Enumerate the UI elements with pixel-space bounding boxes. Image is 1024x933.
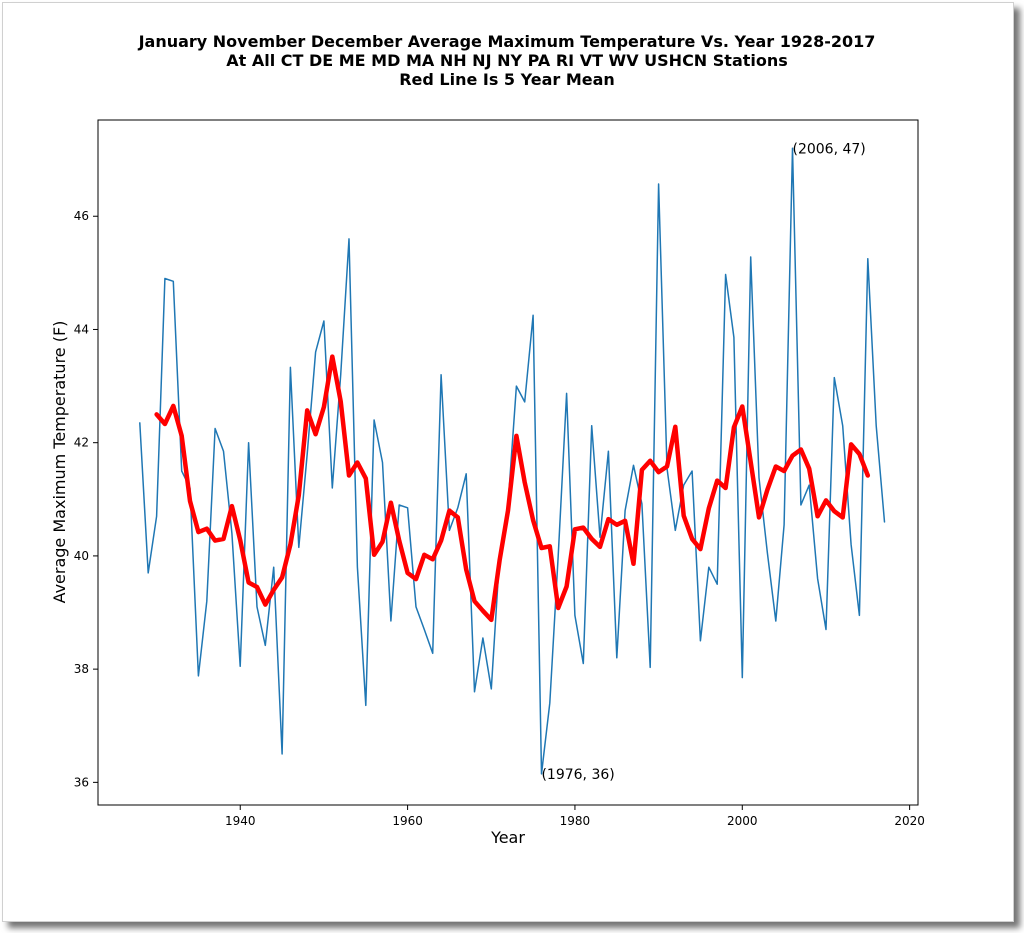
annotation-max: (2006, 47) [792,141,865,157]
annotation-min: (1976, 36) [541,767,614,783]
title-line-1: January November December Average Maximu… [138,32,876,51]
axis-ticks: 1940 1960 1980 2000 2020 36 38 40 42 44 46 [74,209,925,828]
annotations: (2006, 47) (1976, 36) [541,141,865,783]
series-layer [139,147,886,775]
x-axis-label: Year [490,828,525,847]
x-tick-label: 1940 [225,814,256,828]
series-line-annual [139,147,886,775]
y-axis-label: Average Maximum Temperature (F) [50,321,69,604]
y-tick-label: 36 [74,775,89,789]
y-tick-label: 40 [74,549,89,563]
y-tick-label: 46 [74,209,89,223]
y-tick-label: 44 [74,322,89,336]
x-tick-label: 1960 [392,814,423,828]
series-line-5yr-mean [154,354,871,623]
x-tick-label: 2000 [727,814,758,828]
y-tick-label: 42 [74,436,89,450]
chart-title: January November December Average Maximu… [138,32,876,89]
title-line-3: Red Line Is 5 Year Mean [399,70,615,89]
y-tick-label: 38 [74,662,89,676]
plot-area [97,119,919,806]
x-tick-label: 2020 [894,814,925,828]
x-tick-label: 1980 [560,814,591,828]
title-line-2: At All CT DE ME MD MA NH NJ NY PA RI VT … [226,51,788,70]
